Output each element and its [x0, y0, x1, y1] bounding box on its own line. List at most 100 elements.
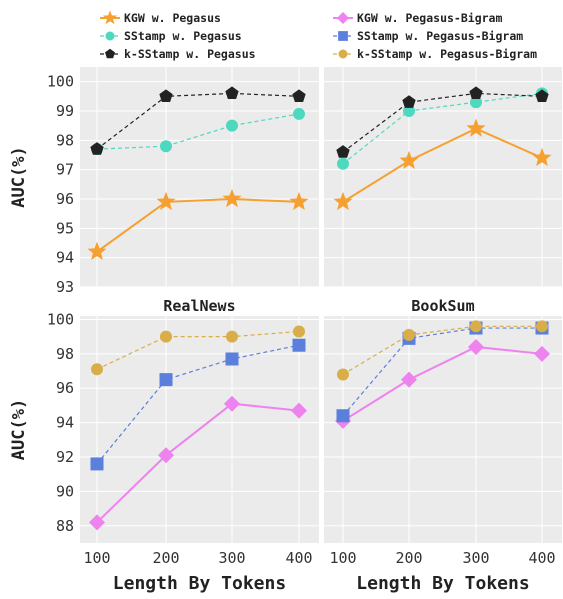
data-point	[536, 320, 548, 333]
y-tick-label: 100	[47, 310, 74, 328]
legend-entry: KGW w. Pegasus-Bigram	[333, 11, 502, 25]
plot-area	[324, 316, 562, 543]
data-point	[225, 86, 239, 100]
panel-title: RealNews	[163, 297, 235, 315]
data-point	[293, 325, 305, 338]
data-point	[336, 145, 350, 158]
y-tick-label: 93	[56, 278, 74, 296]
data-point	[470, 96, 482, 109]
data-point	[466, 118, 486, 137]
series	[89, 395, 307, 531]
data-point	[222, 189, 242, 208]
plot-area	[80, 67, 319, 287]
x-tick-label: 300	[462, 549, 489, 567]
y-tick-label: 94	[56, 414, 74, 432]
data-point	[226, 330, 238, 343]
data-point	[292, 338, 306, 352]
data-point	[333, 191, 353, 211]
legend-entry: k-SStamp w. Pegasus	[100, 47, 256, 61]
series	[333, 118, 552, 211]
data-point	[158, 447, 174, 464]
y-axis-label: AUC(%)	[9, 399, 29, 460]
data-point	[401, 371, 417, 388]
legend-label: SStamp w. Pegasus	[124, 29, 242, 43]
series-line	[342, 127, 543, 203]
x-tick-label: 300	[218, 549, 245, 567]
data-point	[293, 107, 305, 120]
data-point	[156, 191, 176, 211]
data-point	[291, 402, 307, 419]
data-point	[160, 330, 172, 343]
data-point	[224, 395, 240, 412]
y-tick-label: 90	[56, 482, 74, 500]
series	[337, 320, 548, 381]
legend-entry: KGW w. Pegasus	[100, 10, 221, 25]
series-line	[342, 345, 543, 422]
data-point	[289, 191, 309, 211]
data-point	[470, 320, 482, 333]
series-line	[342, 327, 542, 417]
series-line	[96, 344, 300, 465]
data-point	[159, 89, 173, 102]
legend-marker	[105, 48, 115, 59]
x-axis-label: Length By Tokens	[356, 573, 529, 594]
data-point	[337, 157, 349, 170]
x-tick-label: 400	[528, 549, 555, 567]
data-point	[534, 345, 550, 362]
y-tick-label: 95	[56, 219, 74, 237]
y-tick-label: 97	[56, 161, 74, 179]
y-tick-label: 94	[56, 249, 74, 267]
data-point	[402, 95, 416, 108]
data-point	[90, 142, 104, 155]
y-tick-label: 99	[56, 102, 74, 120]
x-tick-label: 200	[152, 549, 179, 567]
x-axis-label: Length By Tokens	[113, 573, 286, 594]
data-point	[336, 409, 350, 423]
series-line	[342, 325, 542, 375]
data-point	[226, 119, 238, 132]
chart-panel: BookSum 100 200 300 400 Length By Tokens	[324, 297, 562, 594]
plot-area	[324, 67, 562, 287]
data-point	[90, 457, 104, 471]
data-point	[159, 373, 173, 387]
series	[91, 325, 305, 376]
y-tick-label: 100	[47, 73, 74, 91]
x-tick-label: 100	[83, 549, 110, 567]
data-point	[89, 514, 105, 531]
x-tick-label: 200	[395, 549, 422, 567]
legend-marker	[338, 49, 348, 59]
series	[90, 338, 306, 471]
legend-label: SStamp w. Pegasus-Bigram	[357, 29, 523, 43]
legend-marker	[338, 31, 348, 41]
data-point	[87, 241, 107, 260]
data-point	[399, 150, 419, 169]
data-point	[469, 86, 483, 100]
y-tick-label: 92	[56, 448, 74, 466]
data-point	[337, 368, 349, 381]
chart-panel: 93 94 95 96 97 98 99 100 AUC(%)	[9, 67, 319, 296]
series-line	[96, 197, 300, 253]
x-tick-label: 100	[329, 549, 356, 567]
data-point	[535, 89, 549, 102]
y-tick-label: 98	[56, 345, 74, 363]
series-line	[96, 92, 300, 150]
legend-label: KGW w. Pegasus	[124, 11, 221, 25]
series-line	[342, 92, 543, 153]
legend-entry: SStamp w. Pegasus-Bigram	[333, 29, 523, 43]
legend-marker	[337, 12, 349, 24]
series-line	[96, 330, 300, 370]
data-point	[532, 147, 552, 167]
data-point	[403, 328, 415, 341]
data-point	[91, 363, 103, 376]
legend-marker	[105, 31, 115, 41]
chart-panel	[324, 67, 562, 288]
legend-label: KGW w. Pegasus-Bigram	[357, 11, 502, 25]
series-line	[96, 402, 300, 524]
data-point	[292, 89, 306, 102]
legend-marker	[102, 10, 118, 25]
y-tick-label: 88	[56, 517, 74, 535]
legend-entry: SStamp w. Pegasus	[100, 29, 242, 43]
chart-panel: 88 90 92 94 96 98 100 RealNews AUC(%) 100 200 300 40…	[9, 297, 319, 594]
series	[87, 189, 309, 260]
